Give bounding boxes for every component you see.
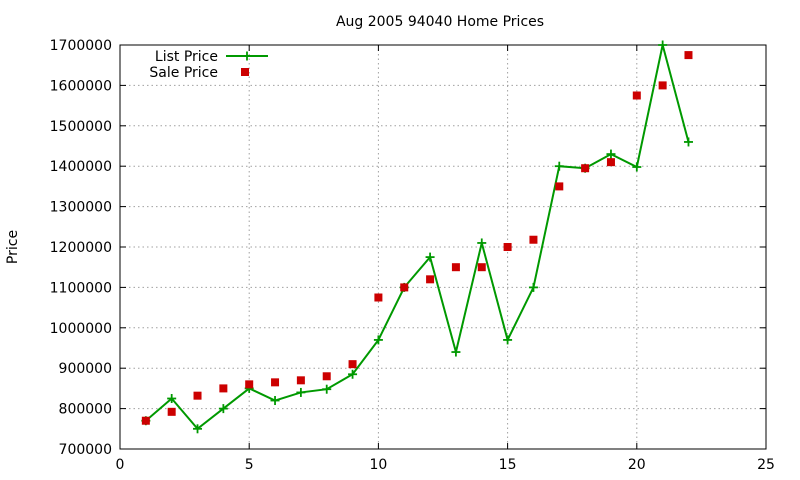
sale-price-point (271, 378, 280, 387)
sale-price-point (426, 275, 435, 284)
list-price-point (270, 396, 280, 406)
sale-price-point (245, 380, 254, 389)
sale-price-point (322, 372, 331, 381)
list-price-point (632, 162, 642, 172)
y-tick-label: 1400000 (50, 159, 112, 175)
list-price-point (167, 394, 177, 403)
y-tick-label: 1600000 (50, 78, 112, 94)
list-price-point (296, 387, 306, 397)
x-tick-label: 0 (116, 457, 125, 473)
sale-price-point (529, 235, 538, 244)
list-price-series (141, 40, 693, 434)
sale-price-point (141, 416, 150, 425)
y-tick-label: 1200000 (50, 240, 112, 256)
chart-title: Aug 2005 94040 Home Prices (336, 14, 544, 30)
sale-price-point (477, 263, 486, 272)
list-price-point (193, 424, 203, 434)
sale-price-point (219, 384, 228, 393)
x-tick-label: 5 (245, 457, 254, 473)
legend-label-list-price: List Price (155, 49, 218, 65)
list-price-point (554, 161, 564, 171)
list-price-point (477, 238, 487, 248)
legend-label-sale-price: Sale Price (149, 65, 218, 81)
y-tick-label: 900000 (59, 361, 112, 377)
sale-price-point (296, 376, 305, 385)
sale-price-point (193, 391, 202, 400)
sale-price-point (451, 263, 460, 272)
legend-item-sale-price: Sale Price (149, 65, 249, 81)
legend-swatch-marker (241, 68, 249, 76)
list-price-point (425, 252, 435, 262)
sale-price-point (348, 360, 357, 369)
sale-price-point (632, 91, 641, 100)
list-price-point (683, 137, 693, 147)
list-price-point (348, 369, 358, 379)
x-tick-label: 15 (499, 457, 517, 473)
sale-price-point (684, 51, 693, 60)
sale-price-point (658, 81, 667, 90)
y-axis-label: Price (5, 230, 21, 264)
x-tick-label: 10 (369, 457, 387, 473)
list-price-line (145, 44, 690, 431)
list-price-point (503, 335, 513, 345)
y-tick-label: 700000 (59, 442, 112, 458)
y-tick-label: 1500000 (50, 119, 112, 135)
y-tick-label: 1700000 (50, 38, 112, 54)
list-price-point (218, 404, 228, 414)
sale-price-point (581, 164, 590, 173)
sale-price-point (503, 243, 512, 251)
y-tick-label: 800000 (59, 402, 112, 418)
sale-price-point (374, 293, 383, 302)
legend-item-list-price: List Price (155, 49, 268, 65)
y-tick-label: 1100000 (50, 280, 112, 296)
y-tick-label: 1300000 (50, 200, 112, 216)
sale-price-series (141, 51, 693, 425)
y-tick-label: 1000000 (50, 321, 112, 337)
list-price-point (373, 335, 383, 345)
x-tick-label: 20 (628, 457, 646, 473)
list-price-point (451, 347, 461, 357)
sale-price-point (606, 158, 615, 167)
list-price-point (606, 149, 616, 159)
sale-price-point (400, 283, 409, 292)
x-tick-label: 25 (757, 457, 775, 473)
list-price-point (322, 384, 332, 394)
sale-price-point (555, 182, 564, 191)
list-price-point (658, 40, 668, 50)
legend-swatch-marker (242, 51, 252, 61)
sale-price-point (167, 407, 176, 416)
list-price-point (528, 282, 538, 292)
